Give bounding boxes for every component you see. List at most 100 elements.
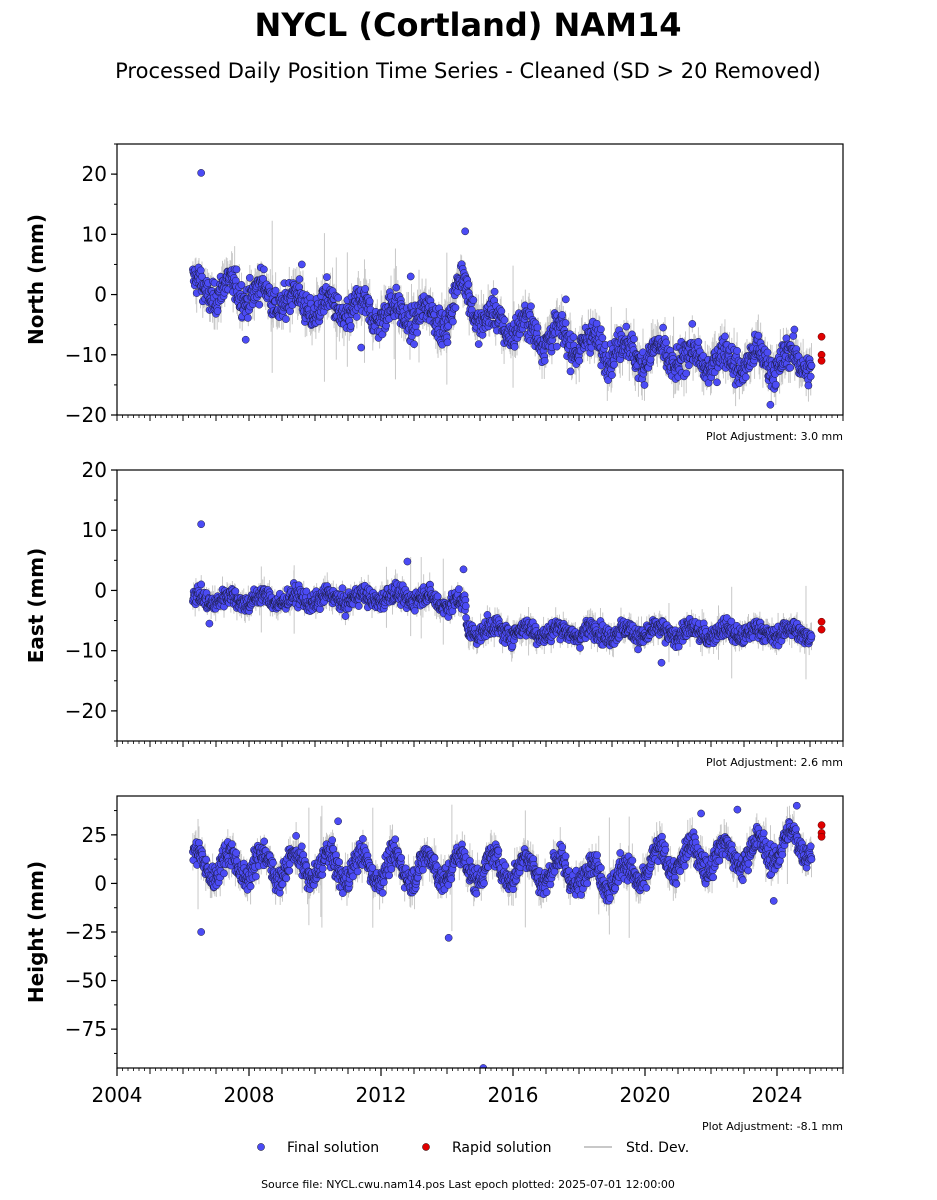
final-point [354, 602, 363, 610]
final-solution-points [189, 520, 816, 667]
plot-area [189, 520, 826, 680]
final-point [461, 602, 470, 610]
final-point [527, 302, 535, 311]
final-point [662, 338, 670, 347]
final-point [392, 283, 401, 292]
final-point [455, 585, 463, 593]
final-point [241, 335, 250, 344]
final-point [688, 320, 697, 328]
final-point [540, 356, 549, 365]
final-point [361, 285, 370, 293]
final-point [806, 372, 815, 381]
final-point [213, 307, 222, 315]
final-point [786, 363, 795, 372]
y-tick-label: −20 [65, 403, 107, 427]
final-point [713, 378, 721, 387]
final-point [461, 227, 469, 236]
final-point [561, 295, 570, 304]
final-point [622, 322, 631, 331]
final-point [727, 617, 736, 626]
final-point [197, 580, 206, 589]
final-point [410, 340, 418, 349]
final-point [232, 265, 241, 274]
chart-subtitle: Processed Daily Position Time Series - C… [115, 59, 821, 83]
final-point [433, 592, 442, 601]
final-point [694, 337, 703, 346]
final-point [245, 273, 254, 282]
final-point [789, 332, 798, 340]
final-point [271, 286, 280, 295]
final-point [597, 325, 605, 334]
final-point [365, 297, 374, 306]
final-point [733, 346, 741, 355]
x-axis [116, 415, 844, 421]
y-tick-label: 20 [82, 162, 107, 186]
final-point [334, 293, 343, 302]
final-point [598, 334, 607, 342]
rapid-point [817, 332, 826, 341]
final-point [610, 360, 618, 369]
final-point [552, 342, 561, 351]
final-point [497, 307, 506, 316]
final-point [754, 331, 763, 340]
final-point [297, 260, 306, 269]
final-point [444, 322, 453, 330]
final-point [569, 333, 578, 341]
final-point [659, 323, 667, 332]
final-point [500, 316, 509, 324]
final-point [197, 266, 205, 275]
final-point [804, 381, 813, 390]
rapid-point [817, 356, 826, 365]
final-point [443, 338, 452, 347]
final-point [721, 332, 729, 341]
final-point [634, 645, 642, 654]
y-axis: 20 10 0 −10 −20 [65, 143, 117, 427]
final-point [533, 323, 542, 332]
final-point [464, 280, 473, 289]
final-point [558, 311, 567, 319]
final-point [295, 275, 304, 283]
final-point [469, 296, 478, 305]
final-point [608, 371, 616, 379]
final-point [576, 643, 584, 652]
final-point [259, 274, 267, 283]
final-point [790, 325, 799, 334]
final-point [575, 356, 584, 365]
final-point [807, 361, 816, 370]
final-point [451, 303, 460, 312]
plot-adjustment-note: Plot Adjustment: 3.0 mm [706, 430, 843, 443]
panels-group: 20 10 0 −10 −20 North (mm) Plot Adjustment: 3.… [24, 143, 844, 1133]
final-point [449, 317, 457, 326]
plot-area [189, 169, 826, 409]
final-point [766, 400, 775, 409]
final-point [741, 373, 750, 381]
final-point [413, 328, 422, 337]
std-dev-bars [192, 557, 812, 680]
final-point [640, 381, 649, 389]
final-point [561, 319, 570, 327]
final-point [341, 612, 350, 620]
final-point [357, 343, 366, 352]
final-point [462, 613, 470, 622]
final-point [771, 380, 780, 389]
final-point [646, 355, 655, 364]
final-point [346, 322, 355, 330]
final-point [352, 313, 361, 321]
final-point [682, 369, 691, 378]
final-point [323, 273, 331, 281]
final-point [260, 265, 268, 274]
final-point [316, 605, 324, 613]
y-tick-label: 10 [82, 222, 107, 246]
final-point [763, 348, 772, 357]
final-point [302, 587, 311, 596]
final-point [474, 340, 483, 348]
panel-1: 20 10 0 −10 −20 North (mm) Plot Adjustment: 3.… [24, 143, 844, 443]
final-point [338, 584, 347, 593]
final-point [197, 169, 205, 177]
final-point [411, 606, 419, 615]
final-point [630, 335, 638, 343]
chart-title: NYCL (Cortland) NAM14 [255, 6, 682, 44]
final-solution-points [189, 169, 816, 409]
